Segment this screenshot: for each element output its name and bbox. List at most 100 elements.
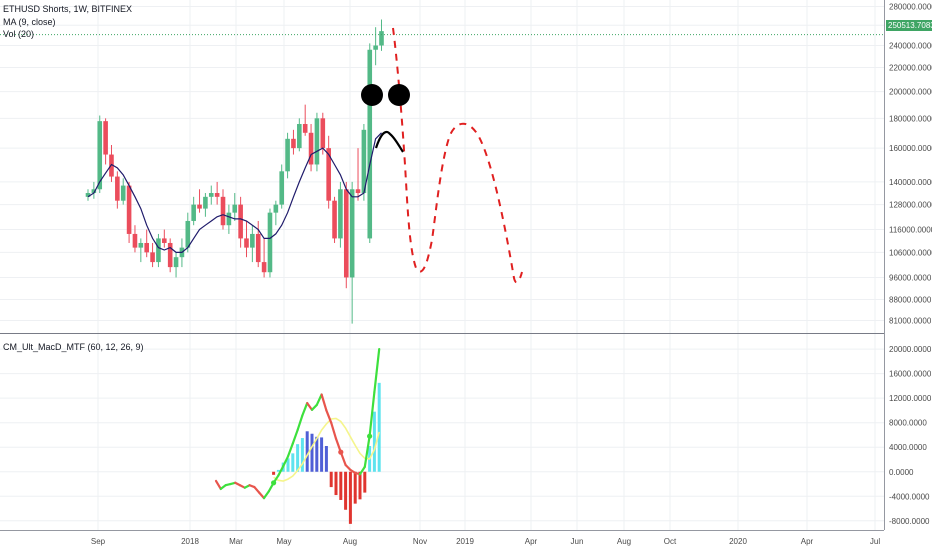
candle-body xyxy=(297,124,302,149)
macd-line-segment xyxy=(253,485,261,494)
candle-body xyxy=(156,238,161,263)
candle-body xyxy=(361,129,367,194)
macd-tick-label: -4000.0000 xyxy=(889,492,930,501)
x-tick-label: Apr xyxy=(525,537,538,546)
indicator-legend: CM_Ult_MacD_MTF (60, 12, 26, 9) xyxy=(3,342,144,352)
user-drawings[interactable] xyxy=(361,27,523,284)
candle-body xyxy=(379,31,384,46)
macd-line-segment xyxy=(296,414,304,432)
candle-body xyxy=(343,189,349,278)
macd-line-segment xyxy=(291,428,299,445)
candle-body xyxy=(255,233,261,263)
macd-line-segment xyxy=(325,409,333,424)
macd-histogram-bar xyxy=(339,471,343,500)
macd-tick-label: 0.0000 xyxy=(889,468,914,477)
candle-body xyxy=(285,138,290,172)
price-tick-label: 116000.0000 xyxy=(889,226,932,235)
macd-histogram-bar xyxy=(372,411,376,472)
macd-tick-label: 12000.0000 xyxy=(889,394,932,403)
candle-body xyxy=(326,148,331,201)
macd-histogram-bar xyxy=(334,471,338,496)
macd-histogram-bar xyxy=(363,471,367,493)
macd-line-segment xyxy=(330,421,338,440)
macd-histogram-bar xyxy=(272,471,276,475)
candle-body xyxy=(126,185,132,234)
macd-histogram-bar xyxy=(276,469,280,472)
macd-axis-labels: 20000.0000 16000.0000 12000.0000 8000.0000 4… xyxy=(889,345,932,526)
macd-cross-marker xyxy=(338,449,344,455)
face-left-eye[interactable] xyxy=(361,84,383,106)
candle-body xyxy=(244,238,249,248)
chart-title: ETHUSD Shorts, 1W, BITFINEX xyxy=(3,4,133,14)
macd-histogram-bar xyxy=(320,437,324,472)
candle-body xyxy=(103,121,108,155)
candle-body xyxy=(273,204,279,213)
candle-body xyxy=(132,233,138,248)
candle-body xyxy=(226,212,232,226)
candle-body xyxy=(197,204,202,209)
candle-body xyxy=(115,176,120,201)
macd-tick-label: 16000.0000 xyxy=(889,370,932,379)
x-tick-label: Jun xyxy=(571,537,584,546)
x-tick-label: 2020 xyxy=(729,537,747,546)
candle-body xyxy=(308,132,314,165)
price-tick-label: 96000.0000 xyxy=(889,273,932,282)
x-tick-label: Aug xyxy=(617,537,631,546)
candle-body xyxy=(367,49,373,239)
candle-body xyxy=(232,204,238,213)
price-tick-label: 106000.0000 xyxy=(889,248,932,257)
x-tick-label: Jul xyxy=(870,537,880,546)
candle-body xyxy=(355,189,361,194)
x-tick-label: 2018 xyxy=(181,537,199,546)
macd-histogram-bar xyxy=(286,458,290,472)
candle-body xyxy=(203,196,208,209)
candle-body xyxy=(267,212,273,273)
candle-body xyxy=(214,193,220,197)
x-tick-label: Aug xyxy=(343,537,357,546)
macd-line xyxy=(214,348,381,500)
macd-histogram-bar xyxy=(305,431,309,472)
macd-histogram-bar xyxy=(315,436,319,472)
macd-histogram-bar xyxy=(348,471,352,524)
macd-line-segment xyxy=(277,465,285,477)
x-tick-label: Oct xyxy=(664,537,677,546)
macd-line-segment xyxy=(320,393,328,412)
candle-body xyxy=(120,185,126,201)
candle-body xyxy=(97,121,103,190)
candle-body xyxy=(144,242,149,253)
macd-line-segment xyxy=(344,463,352,472)
candle-body xyxy=(373,45,378,50)
candle-body xyxy=(220,196,226,226)
price-tick-label: 180000.0000 xyxy=(889,114,932,123)
candle-body xyxy=(91,189,97,194)
x-tick-label: May xyxy=(276,537,291,546)
macd-line-segment xyxy=(286,442,294,458)
macd-tick-label: 20000.0000 xyxy=(889,345,932,354)
macd-histogram-bar xyxy=(358,471,362,500)
macd-tick-label: 8000.0000 xyxy=(889,419,927,428)
price-axis-labels: 280000.0000260000.0000240000.0000220000.… xyxy=(889,2,932,325)
macd-line-segment xyxy=(258,491,266,500)
x-tick-label: Mar xyxy=(229,537,243,546)
candle-body xyxy=(208,193,214,197)
macd-histogram-bar xyxy=(329,471,333,488)
forecast-dashed-curve[interactable] xyxy=(392,27,523,284)
macd-line-segment xyxy=(262,490,270,500)
candle-body xyxy=(261,262,267,273)
macd-line-segment xyxy=(363,435,371,468)
candle-body xyxy=(138,242,144,248)
face-right-eye[interactable] xyxy=(388,84,410,106)
price-tick-label: 88000.0000 xyxy=(889,295,932,304)
macd-histogram-bar xyxy=(344,471,348,510)
x-tick-label: Apr xyxy=(801,537,814,546)
macd-histogram-bar xyxy=(291,453,295,472)
time-axis-labels: Sep 2018 Mar May Aug Nov 2019 Apr Jun Aug Oct 2020 A… xyxy=(91,537,880,546)
candle-body xyxy=(291,138,296,149)
macd-cross-marker xyxy=(367,433,373,439)
face-frown[interactable] xyxy=(374,130,404,153)
macd-line-segment xyxy=(306,401,314,411)
macd-line-segment xyxy=(315,393,323,407)
price-tick-label: 220000.0000 xyxy=(889,64,932,73)
candlestick-series xyxy=(85,19,384,324)
